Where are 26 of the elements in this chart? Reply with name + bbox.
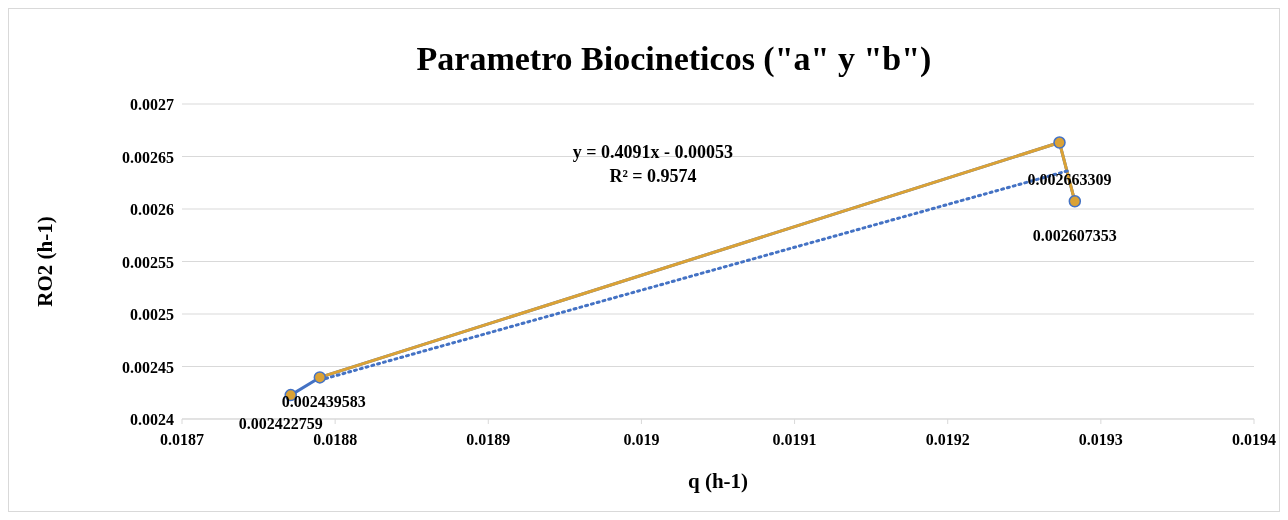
data-label: 0.002607353	[1032, 227, 1117, 245]
y-tick-label: 0.00245	[122, 358, 174, 376]
x-tick-label: 0.0194	[1232, 431, 1276, 448]
chart-title: Parametro Biocineticos ("a" y "b")	[416, 40, 932, 78]
x-axis-title: q (h-1)	[687, 469, 749, 493]
y-axis-title: RO2 (h-1)	[33, 216, 57, 307]
y-tick-label: 0.00265	[122, 148, 174, 166]
annotation: R² = 0.9574	[609, 166, 697, 186]
annotation: y = 0.4091x - 0.00053	[572, 142, 734, 162]
x-tick-label: 0.0187	[160, 431, 204, 448]
x-tick-label: 0.0193	[1078, 431, 1123, 448]
data-label: 0.002439583	[281, 393, 366, 411]
y-tick-label: 0.0025	[130, 306, 174, 323]
point	[1053, 136, 1066, 149]
point	[1068, 195, 1082, 208]
x-tick-label: 0.0189	[466, 431, 511, 448]
y-tick-label: 0.00255	[122, 253, 174, 271]
y-tick-label: 0.0024	[130, 411, 174, 428]
y-tick-label: 0.0027	[130, 96, 174, 113]
point	[313, 371, 327, 384]
x-tick-label: 0.0192	[925, 431, 970, 448]
data-label: 0.002422759	[238, 415, 323, 433]
y-tick-label: 0.0026	[130, 201, 174, 218]
x-tick-label: 0.019	[623, 431, 660, 448]
x-tick-label: 0.0191	[772, 431, 817, 448]
x-tick-label: 0.0188	[313, 431, 358, 448]
